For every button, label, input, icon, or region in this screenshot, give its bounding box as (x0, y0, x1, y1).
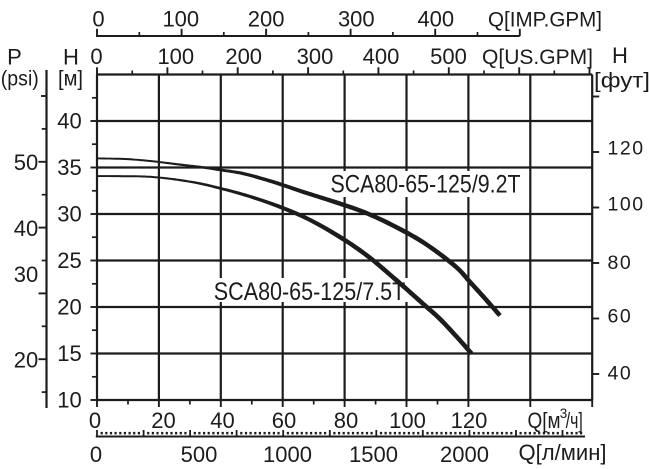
svg-text:0: 0 (89, 408, 101, 433)
svg-text:80: 80 (334, 408, 358, 433)
svg-text:15: 15 (57, 341, 81, 366)
svg-text:400: 400 (417, 7, 454, 32)
svg-text:0: 0 (90, 44, 102, 69)
svg-text:500: 500 (430, 44, 467, 69)
svg-text:Q[л/мин]: Q[л/мин] (519, 440, 607, 465)
svg-text:10: 10 (57, 388, 81, 413)
svg-text:120: 120 (451, 408, 488, 433)
svg-text:SCA80-65-125/7.5T: SCA80-65-125/7.5T (214, 278, 405, 306)
svg-text:1500: 1500 (349, 442, 398, 467)
svg-text:0: 0 (90, 442, 102, 467)
svg-text:35: 35 (57, 155, 81, 180)
svg-text:100: 100 (162, 7, 199, 32)
svg-text:30: 30 (57, 202, 81, 227)
svg-text:[фут]: [фут] (594, 70, 649, 93)
svg-text:0: 0 (92, 7, 104, 32)
svg-text:H: H (612, 43, 628, 68)
svg-text:20: 20 (57, 295, 81, 320)
svg-text:40: 40 (608, 363, 633, 385)
svg-text:1000: 1000 (263, 442, 312, 467)
svg-text:30: 30 (14, 262, 38, 287)
svg-text:/ч]: /ч] (566, 408, 583, 433)
svg-text:Q[м: Q[м (528, 408, 561, 433)
svg-text:Q[US.GPM]: Q[US.GPM] (482, 45, 593, 69)
svg-text:120: 120 (608, 138, 645, 160)
svg-text:20: 20 (14, 348, 38, 373)
svg-text:80: 80 (608, 252, 633, 274)
svg-text:40: 40 (210, 408, 234, 433)
svg-text:400: 400 (363, 44, 400, 69)
svg-text:100: 100 (608, 194, 645, 216)
svg-text:40: 40 (14, 216, 38, 241)
svg-text:60: 60 (608, 306, 633, 328)
svg-text:2000: 2000 (440, 442, 489, 467)
svg-text:20: 20 (151, 408, 175, 433)
svg-text:SCA80-65-125/9.2T: SCA80-65-125/9.2T (331, 171, 521, 199)
svg-text:(psi): (psi) (1, 68, 39, 91)
svg-text:200: 200 (225, 44, 262, 69)
svg-text:500: 500 (181, 442, 218, 467)
svg-text:50: 50 (14, 150, 38, 175)
svg-text:[м]: [м] (58, 68, 83, 91)
svg-text:100: 100 (389, 408, 426, 433)
svg-text:200: 200 (248, 7, 285, 32)
svg-text:25: 25 (57, 248, 81, 273)
svg-text:P: P (7, 45, 22, 70)
svg-text:300: 300 (338, 7, 375, 32)
svg-text:H: H (63, 45, 79, 70)
svg-text:300: 300 (297, 44, 334, 69)
svg-text:60: 60 (272, 408, 296, 433)
svg-text:100: 100 (157, 44, 194, 69)
svg-text:3: 3 (560, 406, 568, 421)
svg-text:Q[IMP.GPM]: Q[IMP.GPM] (488, 8, 602, 32)
svg-text:40: 40 (57, 109, 81, 134)
